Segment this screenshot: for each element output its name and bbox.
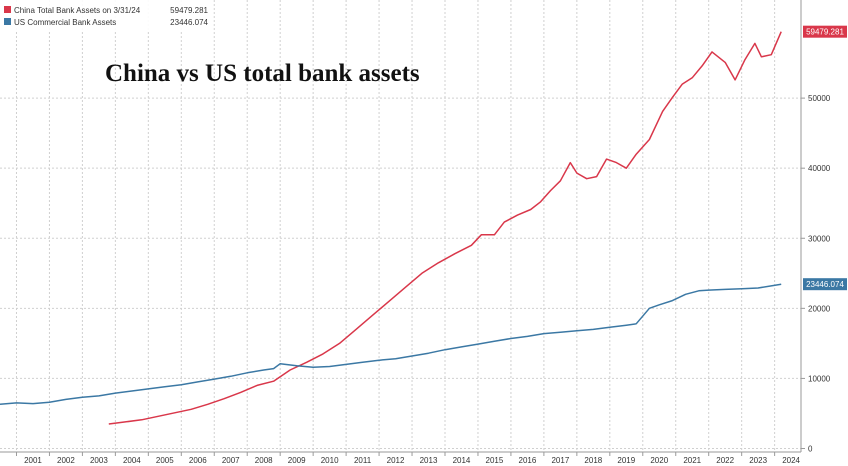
series: [0, 31, 782, 425]
legend: China Total Bank Assets on 3/31/24 59479…: [0, 0, 212, 31]
legend-swatch-china: [4, 6, 11, 13]
y-tick-label: 40000: [808, 164, 831, 173]
grid: [0, 0, 801, 452]
y-tick-label: 0: [808, 444, 813, 453]
legend-value-us: 23446.074: [170, 18, 208, 27]
x-tick-label: 2021: [683, 456, 701, 465]
x-tick-label: 2023: [749, 456, 767, 465]
x-tick-label: 2008: [255, 456, 273, 465]
series-line-0: [108, 31, 782, 425]
legend-swatch-us: [4, 18, 11, 25]
x-tick-label: 2013: [420, 456, 438, 465]
end-label-box: [803, 278, 847, 291]
y-axis: 0 10000 20000 30000 40000 50000: [801, 94, 831, 453]
end-label-box: [803, 25, 847, 38]
x-tick-label: 2020: [650, 456, 668, 465]
x-tick-label: 2018: [584, 456, 602, 465]
x-tick-label: 2002: [57, 456, 75, 465]
x-tick-label: 2011: [354, 456, 372, 465]
legend-label-china: China Total Bank Assets on 3/31/24: [14, 6, 141, 15]
x-tick-label: 2015: [486, 456, 504, 465]
series-end-label-0: 59479.281: [803, 25, 847, 38]
x-axis: 2001 2002 2003 2004 2005 2006 2007 2008 2009 2010…: [15, 452, 801, 465]
series-line-1: [0, 283, 782, 406]
x-tick-label: 2001: [24, 456, 42, 465]
legend-box: [0, 0, 212, 31]
x-tick-label: 2024: [782, 456, 800, 465]
x-tick-label: 2010: [321, 456, 339, 465]
y-tick-label: 50000: [808, 94, 831, 103]
x-tick-label: 2016: [519, 456, 537, 465]
x-tick-label: 2006: [189, 456, 207, 465]
end-labels: 59479.281 23446.074: [803, 25, 847, 291]
end-label-text: 59479.281: [806, 28, 844, 37]
x-tick-label: 2009: [288, 456, 306, 465]
series-end-label-1: 23446.074: [803, 278, 847, 291]
legend-label-us: US Commercial Bank Assets: [14, 18, 116, 27]
x-tick-label: 2019: [617, 456, 635, 465]
x-tick-label: 2005: [156, 456, 174, 465]
x-tick-label: 2012: [387, 456, 405, 465]
legend-value-china: 59479.281: [170, 6, 208, 15]
y-tick-label: 20000: [808, 304, 831, 313]
y-tick-label: 10000: [808, 374, 831, 383]
x-tick-label: 2014: [453, 456, 471, 465]
x-tick-label: 2007: [222, 456, 240, 465]
x-tick-label: 2017: [551, 456, 569, 465]
x-tick-label: 2003: [90, 456, 108, 465]
x-tick-label: 2004: [123, 456, 141, 465]
chart-title: China vs US total bank assets: [105, 60, 420, 87]
end-label-text: 23446.074: [806, 280, 844, 289]
x-tick-label: 2022: [716, 456, 734, 465]
y-tick-label: 30000: [808, 234, 831, 243]
